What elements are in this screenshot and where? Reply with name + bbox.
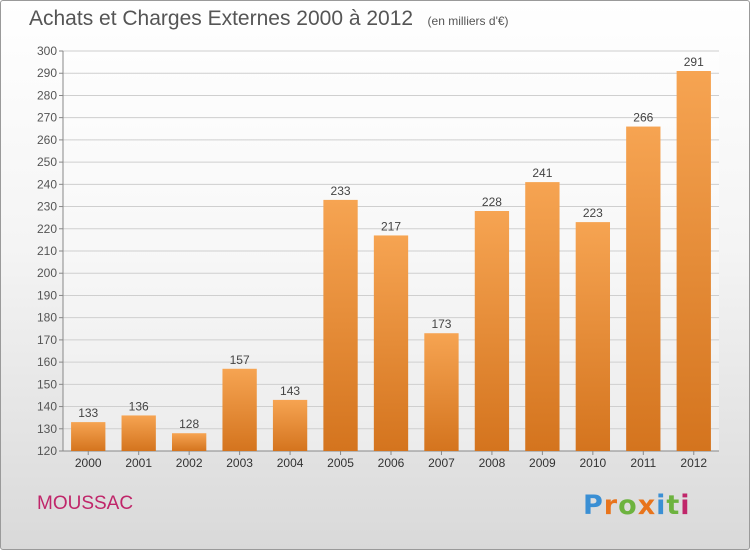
x-tick-label: 2002 (176, 456, 203, 470)
logo-letter: r (603, 490, 619, 521)
bar (525, 182, 560, 451)
logo-letter: P (583, 490, 604, 521)
bar (676, 71, 711, 451)
y-tick-label: 300 (37, 44, 57, 58)
x-tick-label: 2009 (529, 456, 556, 470)
y-tick-label: 260 (37, 133, 57, 147)
chart-title-block: Achats et Charges Externes 2000 à 2012 (… (29, 7, 509, 31)
y-tick-label: 160 (37, 355, 57, 369)
bar (121, 415, 156, 451)
bar (424, 333, 459, 451)
y-tick-label: 280 (37, 88, 57, 102)
data-label: 128 (179, 417, 199, 431)
y-tick-label: 200 (37, 266, 57, 280)
y-tick-label: 150 (37, 377, 57, 391)
data-label: 266 (633, 111, 653, 125)
data-label: 133 (78, 406, 98, 420)
x-tick-label: 2011 (630, 456, 656, 470)
x-tick-label: 2001 (125, 456, 152, 470)
logo-letter: o (618, 490, 638, 521)
y-tick-label: 170 (37, 333, 57, 347)
data-label: 173 (431, 317, 451, 331)
data-label: 233 (331, 184, 351, 198)
data-label: 217 (381, 219, 401, 233)
bar (474, 211, 510, 451)
x-tick-label: 2005 (327, 456, 354, 470)
logo-letter: i (656, 490, 667, 521)
x-tick-label: 2010 (579, 456, 606, 470)
data-label: 291 (684, 55, 704, 69)
y-tick-label: 240 (37, 177, 57, 191)
chart-title: Achats et Charges Externes 2000 à 2012 (29, 7, 414, 30)
data-label: 223 (583, 206, 603, 220)
y-tick-label: 190 (37, 288, 57, 302)
y-tick-label: 250 (37, 155, 57, 169)
commune-name: MOUSSAC (37, 493, 134, 514)
y-tick-label: 210 (37, 244, 57, 258)
y-tick-label: 220 (37, 222, 57, 236)
x-tick-label: 2000 (75, 456, 102, 470)
y-tick-label: 120 (37, 444, 57, 458)
bar (222, 368, 257, 451)
bar (171, 433, 207, 451)
x-tick-label: 2008 (479, 456, 506, 470)
logo-letter: x (637, 490, 657, 521)
data-label: 136 (129, 399, 149, 413)
logo-letter: t (666, 490, 681, 521)
y-tick-label: 180 (37, 311, 57, 325)
bar (71, 422, 106, 451)
y-tick-label: 290 (37, 66, 57, 80)
logo-letter: i (680, 490, 691, 521)
chart-subtitle: (en milliers d'€) (427, 14, 509, 28)
bar (272, 399, 308, 451)
x-tick-label: 2004 (277, 456, 304, 470)
data-label: 143 (280, 384, 300, 398)
y-tick-label: 230 (37, 200, 57, 214)
y-tick-label: 130 (37, 422, 57, 436)
x-tick-label: 2003 (226, 456, 253, 470)
bar (575, 222, 611, 451)
bar (373, 235, 409, 451)
x-tick-label: 2006 (378, 456, 405, 470)
proxiti-logo: Proxiti (583, 490, 691, 521)
y-tick-label: 270 (37, 111, 57, 125)
data-label: 228 (482, 195, 502, 209)
y-tick-label: 140 (37, 400, 57, 414)
bar (626, 126, 661, 452)
data-label: 157 (230, 353, 250, 367)
bar (323, 199, 358, 451)
x-tick-label: 2007 (428, 456, 455, 470)
x-tick-label: 2012 (680, 456, 707, 470)
data-label: 241 (532, 166, 552, 180)
